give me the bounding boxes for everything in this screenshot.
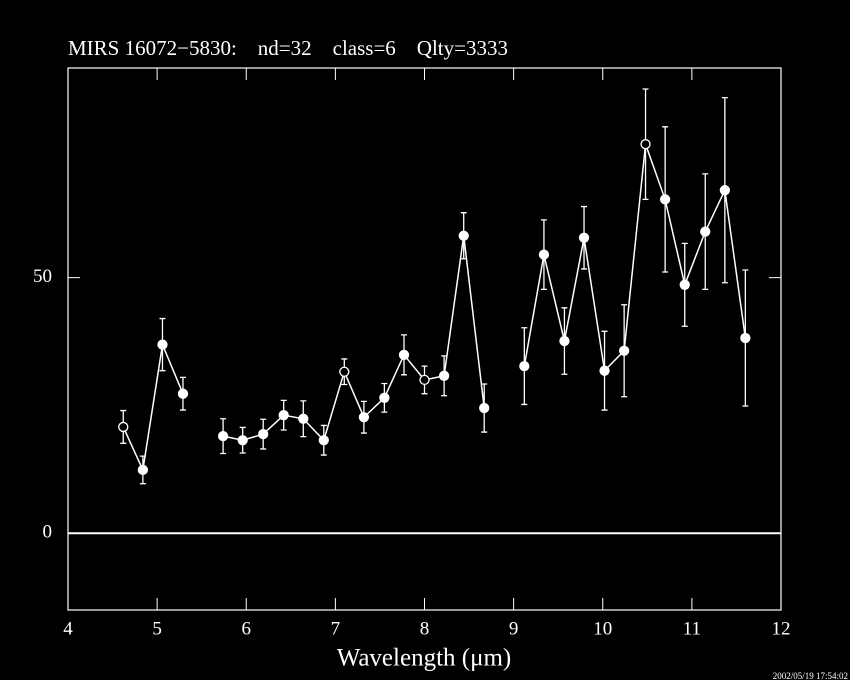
data-line	[523, 143, 747, 373]
x-tick-label: 6	[242, 618, 252, 639]
x-tick-label: 11	[683, 618, 701, 639]
data-point	[398, 349, 410, 361]
data-point	[419, 374, 430, 386]
data-point	[298, 413, 309, 424]
data-point	[559, 335, 570, 347]
data-point	[177, 388, 189, 399]
data-point	[519, 360, 530, 372]
data-point	[740, 332, 751, 344]
data-point	[719, 185, 731, 196]
data-point	[659, 194, 671, 205]
data-point	[358, 412, 370, 423]
y-tick-label: 0	[43, 522, 53, 543]
x-tick-label: 9	[509, 618, 519, 639]
data-point	[458, 230, 469, 241]
data-point	[237, 435, 248, 446]
x-tick-label: 8	[420, 618, 430, 639]
data-point	[318, 435, 329, 446]
data-point	[217, 431, 229, 442]
x-tick-label: 10	[593, 618, 612, 639]
data-point	[258, 428, 269, 440]
x-tick-label: 7	[331, 618, 341, 639]
x-tick-label: 4	[63, 618, 73, 639]
timestamp: 2002/05/19 17:54:02	[773, 671, 848, 680]
x-tick-label: 5	[152, 618, 162, 639]
data-point	[278, 410, 289, 421]
data-point	[137, 464, 149, 476]
data-point	[679, 279, 690, 290]
data-line	[122, 341, 184, 473]
y-tick-label: 50	[33, 266, 52, 287]
data-point	[640, 139, 651, 150]
data-point	[479, 402, 490, 414]
x-axis-label: Wavelength (μm)	[337, 645, 512, 672]
data-point	[339, 366, 350, 377]
data-point	[700, 226, 711, 237]
data-point	[157, 339, 168, 350]
data-point	[578, 232, 590, 243]
data-point	[438, 370, 450, 381]
chart-title: MIRS 16072−5830: nd=32 class=6 Qlty=3333	[68, 36, 508, 60]
data-point	[538, 249, 550, 260]
data-point	[618, 345, 630, 356]
data-point	[379, 392, 390, 403]
data-point	[599, 365, 610, 376]
x-tick-label: 12	[772, 618, 791, 639]
data-point	[118, 421, 129, 433]
